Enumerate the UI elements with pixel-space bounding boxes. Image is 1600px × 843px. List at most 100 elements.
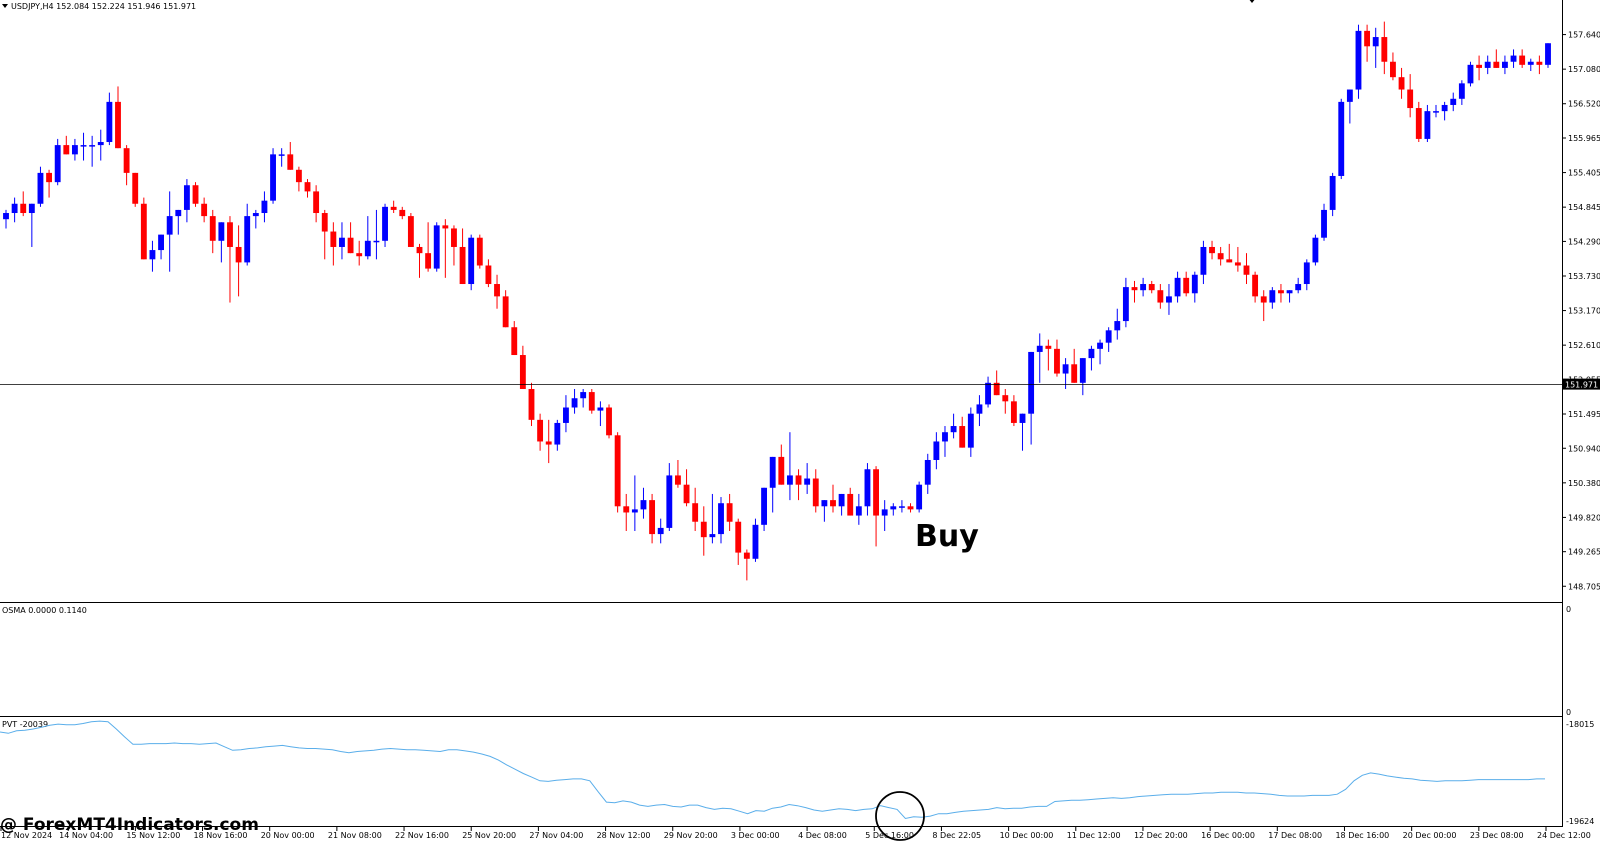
bull-candle[interactable] — [563, 407, 569, 423]
bull-candle[interactable] — [270, 154, 276, 201]
bull-candle[interactable] — [1424, 111, 1431, 139]
bear-candle[interactable] — [1398, 77, 1405, 90]
bear-candle[interactable] — [425, 253, 432, 269]
bull-candle[interactable] — [942, 432, 948, 442]
bear-candle[interactable] — [1148, 284, 1155, 291]
bull-candle[interactable] — [1286, 290, 1293, 294]
bull-candle[interactable] — [1355, 30, 1362, 90]
bull-candle[interactable] — [175, 209, 182, 217]
bull-candle[interactable] — [149, 250, 156, 260]
bull-candle[interactable] — [158, 234, 164, 251]
bull-candle[interactable] — [106, 101, 113, 143]
bull-candle[interactable] — [278, 154, 285, 156]
bull-candle[interactable] — [1079, 358, 1086, 383]
bear-candle[interactable] — [907, 506, 914, 510]
bear-candle[interactable] — [1002, 395, 1009, 402]
bear-candle[interactable] — [115, 101, 121, 149]
bull-candle[interactable] — [1441, 104, 1448, 112]
bull-candle[interactable] — [1545, 43, 1551, 65]
bull-candle[interactable] — [1329, 175, 1336, 210]
bear-candle[interactable] — [407, 216, 414, 247]
bull-candle[interactable] — [976, 404, 983, 414]
bear-candle[interactable] — [1476, 64, 1483, 68]
bear-candle[interactable] — [123, 148, 130, 173]
bull-candle[interactable] — [838, 493, 845, 507]
bull-candle[interactable] — [571, 398, 578, 408]
bull-candle[interactable] — [1097, 342, 1103, 349]
bull-candle[interactable] — [752, 524, 759, 559]
bull-candle[interactable] — [769, 456, 776, 488]
bear-candle[interactable] — [1415, 108, 1422, 139]
bull-candle[interactable] — [1346, 89, 1353, 102]
bear-candle[interactable] — [726, 503, 733, 522]
bear-candle[interactable] — [20, 203, 27, 214]
bull-candle[interactable] — [433, 225, 440, 269]
bull-candle[interactable] — [54, 145, 61, 183]
bear-candle[interactable] — [227, 222, 233, 247]
bear-candle[interactable] — [649, 500, 656, 535]
bull-candle[interactable] — [985, 382, 991, 405]
bull-candle[interactable] — [11, 203, 18, 214]
bear-candle[interactable] — [295, 169, 302, 183]
bull-candle[interactable] — [580, 392, 587, 399]
bull-candle[interactable] — [1200, 246, 1207, 275]
bear-candle[interactable] — [459, 246, 466, 285]
bull-candle[interactable] — [1062, 364, 1069, 374]
bull-candle[interactable] — [339, 237, 345, 247]
bear-candle[interactable] — [1252, 274, 1259, 297]
bear-candle[interactable] — [476, 237, 483, 266]
bull-candle[interactable] — [855, 506, 862, 516]
bull-candle[interactable] — [468, 237, 475, 285]
bear-candle[interactable] — [347, 237, 354, 254]
bull-candle[interactable] — [183, 185, 190, 210]
bull-candle[interactable] — [1501, 61, 1508, 68]
bear-candle[interactable] — [735, 521, 742, 553]
bear-candle[interactable] — [830, 500, 836, 507]
bear-candle[interactable] — [287, 154, 294, 170]
bull-candle[interactable] — [1303, 262, 1310, 285]
bear-candle[interactable] — [451, 228, 457, 247]
bear-candle[interactable] — [683, 484, 690, 504]
bear-candle[interactable] — [140, 203, 147, 260]
bear-candle[interactable] — [1381, 37, 1388, 62]
bull-candle[interactable] — [71, 145, 78, 155]
bear-candle[interactable] — [1054, 348, 1060, 374]
bull-candle[interactable] — [597, 407, 604, 411]
bull-candle[interactable] — [916, 484, 923, 510]
bear-candle[interactable] — [1217, 253, 1224, 260]
bull-candle[interactable] — [640, 500, 647, 510]
bull-candle[interactable] — [1338, 101, 1345, 176]
bear-candle[interactable] — [743, 552, 750, 559]
bear-candle[interactable] — [812, 478, 819, 507]
bull-candle[interactable] — [1321, 209, 1327, 238]
bull-candle[interactable] — [166, 216, 173, 235]
bull-candle[interactable] — [1088, 348, 1095, 359]
bear-candle[interactable] — [1536, 61, 1543, 65]
bear-candle[interactable] — [1364, 30, 1371, 47]
bull-candle[interactable] — [1433, 111, 1439, 113]
bear-candle[interactable] — [1157, 290, 1164, 303]
bear-candle[interactable] — [485, 265, 492, 285]
bear-candle[interactable] — [1010, 401, 1017, 423]
bull-candle[interactable] — [786, 475, 793, 485]
bull-candle[interactable] — [89, 145, 96, 147]
bear-candle[interactable] — [1407, 89, 1414, 109]
bull-candle[interactable] — [718, 503, 724, 535]
bull-candle[interactable] — [97, 142, 104, 146]
bull-candle[interactable] — [709, 534, 716, 538]
bull-candle[interactable] — [261, 200, 268, 214]
bull-candle[interactable] — [924, 459, 931, 485]
bear-candle[interactable] — [201, 203, 208, 217]
bull-candle[interactable] — [244, 216, 251, 263]
bear-candle[interactable] — [795, 475, 802, 485]
bear-candle[interactable] — [399, 209, 406, 217]
bull-candle[interactable] — [950, 426, 957, 433]
candlestick-series[interactable] — [3, 21, 1551, 581]
bull-candle[interactable] — [933, 441, 940, 460]
bull-candle[interactable] — [1019, 413, 1026, 423]
bear-candle[interactable] — [356, 253, 363, 257]
bear-candle[interactable] — [209, 216, 216, 241]
bull-candle[interactable] — [1510, 55, 1517, 62]
bear-candle[interactable] — [132, 172, 139, 204]
bull-candle[interactable] — [890, 506, 897, 510]
